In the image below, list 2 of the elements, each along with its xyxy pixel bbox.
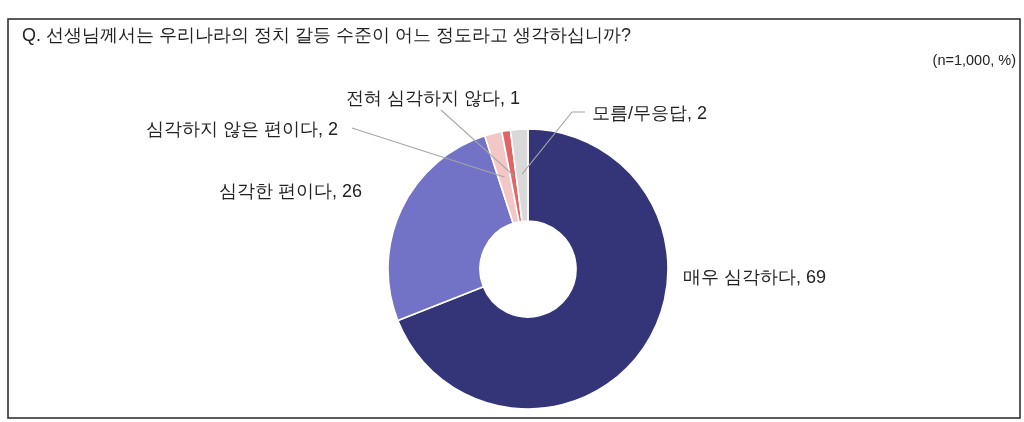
- title: Q. 선생님께서는 우리나라의 정치 갈등 수준이 어느 정도라고 생각하십니까?: [22, 25, 632, 45]
- subtitle: (n=1,000, %): [932, 52, 1016, 68]
